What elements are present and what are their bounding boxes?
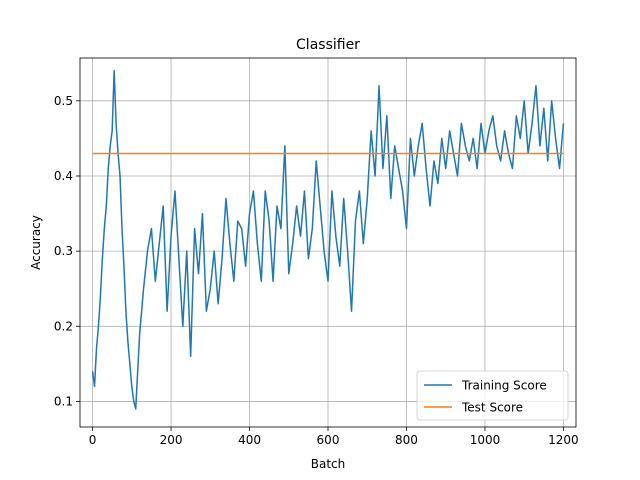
y-tick-label: 0.2 [54, 319, 73, 333]
series-layer [91, 70, 565, 410]
y-tick-label: 0.3 [54, 244, 73, 258]
y-tick-label: 0.4 [54, 169, 73, 183]
x-tick-label: 600 [317, 433, 340, 447]
x-tick-label: 1200 [548, 433, 579, 447]
chart-title: Classifier [296, 37, 360, 53]
y-axis-label: Accuracy [29, 215, 43, 270]
x-axis-ticks: 0 200 400 600 800 1000 1200 [89, 427, 579, 447]
legend-box [416, 370, 569, 421]
y-tick-label: 0.1 [54, 394, 73, 408]
y-axis-ticks: 0.1 0.2 0.3 0.4 0.5 [54, 94, 80, 408]
series-line-training-score [91, 70, 565, 410]
x-tick-label: 800 [395, 433, 418, 447]
x-tick-label: 200 [160, 433, 183, 447]
legend-label-training-score: Training Score [461, 379, 547, 393]
legend-label-test-score: Test Score [461, 401, 523, 415]
legend: Training Score Test Score [416, 370, 569, 421]
x-tick-label: 0 [89, 433, 97, 447]
x-axis-label: Batch [311, 457, 346, 471]
x-tick-label: 400 [238, 433, 261, 447]
y-tick-label: 0.5 [54, 94, 73, 108]
x-tick-label: 1000 [470, 433, 501, 447]
